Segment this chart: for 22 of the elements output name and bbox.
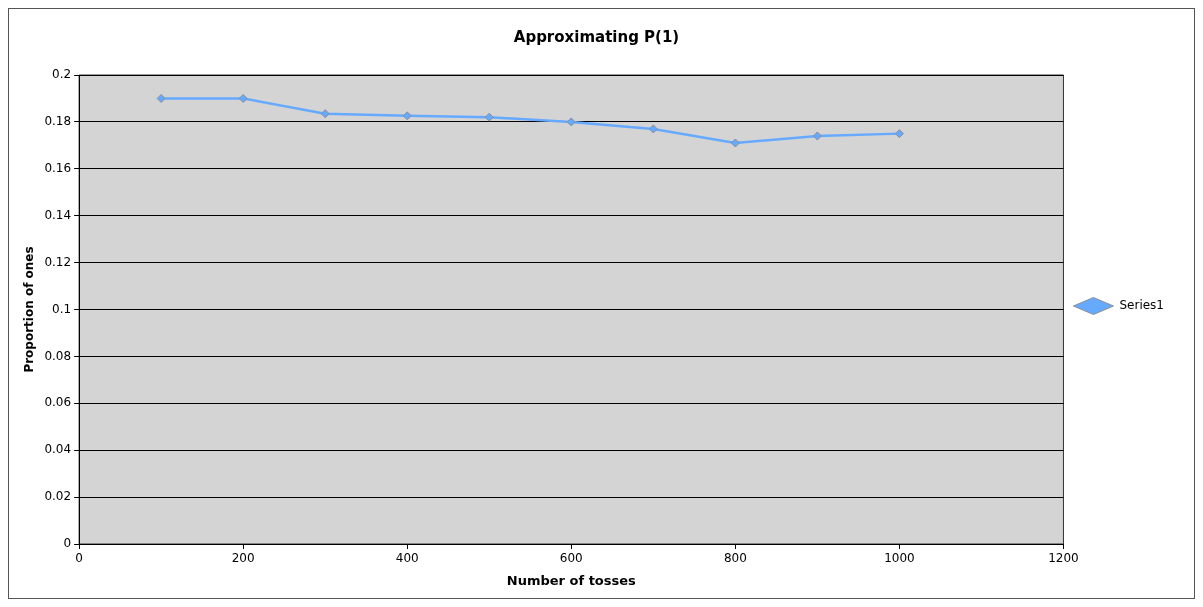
y-tick-label: 0.14 <box>44 207 72 222</box>
y-tick-label: 0.1 <box>52 301 72 316</box>
x-tick-label: 200 <box>231 551 255 566</box>
y-tick-label: 0.06 <box>44 395 72 410</box>
legend-label: Series1 <box>1119 298 1165 313</box>
y-tick-label: 0.12 <box>44 254 72 269</box>
y-tick-label: 0.02 <box>44 489 72 504</box>
x-tick-label: 1000 <box>884 551 915 566</box>
x-axis-title: Number of tosses <box>506 572 637 588</box>
y-tick-label: 0.04 <box>44 442 72 457</box>
y-tick-label: 0.18 <box>44 114 72 129</box>
chart-title: Approximating P(1) <box>513 27 680 46</box>
x-tick-label: 800 <box>723 551 747 566</box>
x-tick-label: 400 <box>395 551 419 566</box>
y-tick-label: 0.2 <box>52 67 72 82</box>
x-tick-label: 1200 <box>1048 551 1079 566</box>
y-tick-label: 0.16 <box>44 160 72 175</box>
y-axis-title: Proportion of ones <box>22 246 37 373</box>
x-tick-label: 0 <box>75 551 83 566</box>
x-tick-label: 600 <box>559 551 583 566</box>
y-tick-label: 0.08 <box>44 348 72 363</box>
y-tick-label: 0 <box>63 536 72 551</box>
